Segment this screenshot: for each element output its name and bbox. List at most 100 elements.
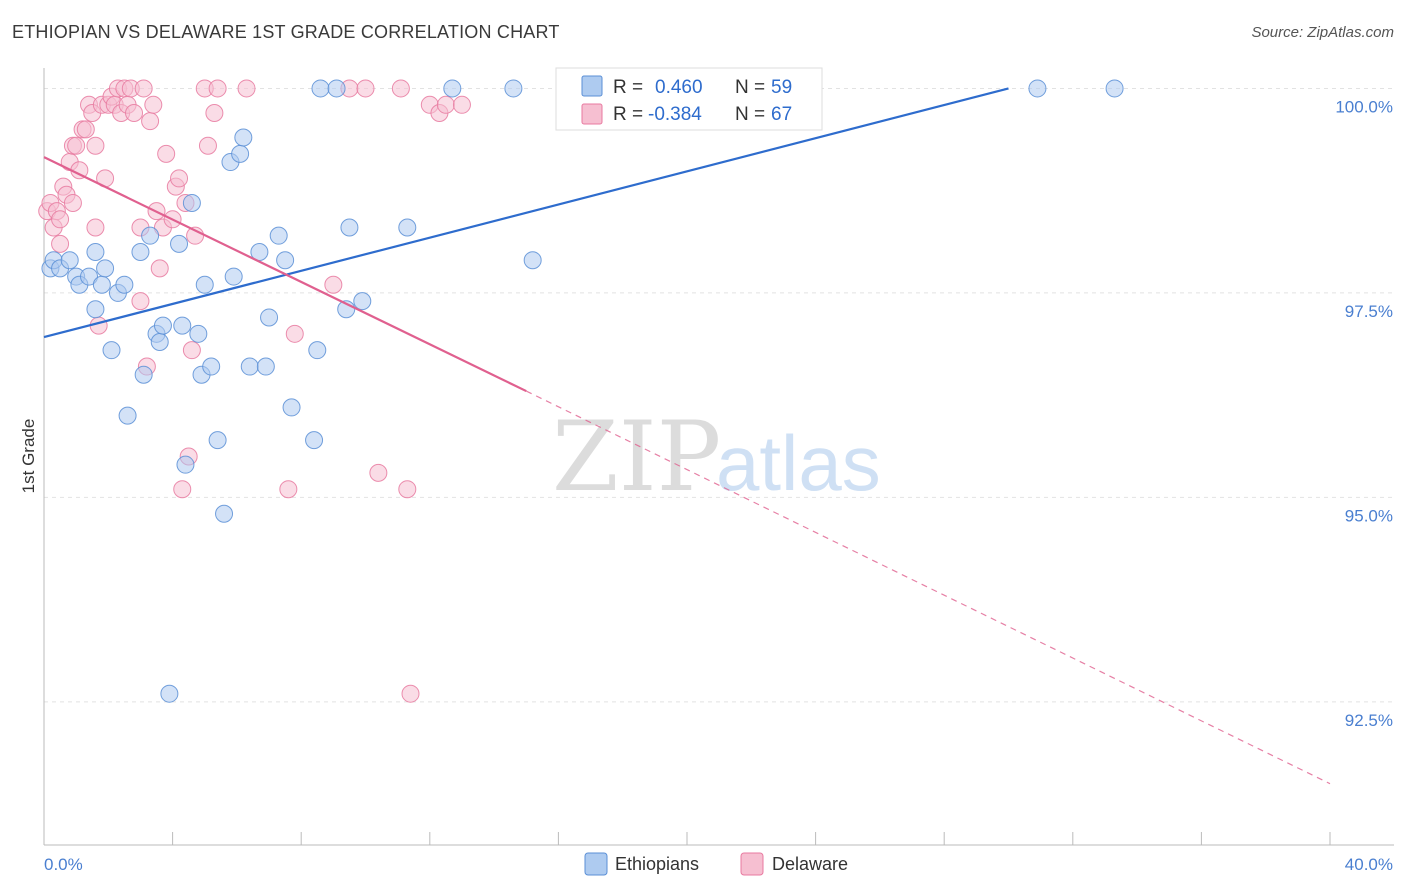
ethiopians-point: [189, 324, 208, 343]
y-tick-label: 92.5%: [1345, 711, 1393, 730]
ethiopians-point: [276, 251, 295, 270]
legend-swatch-pink: [581, 103, 603, 125]
ethiopians-point: [182, 193, 201, 212]
ethiopians-point: [195, 275, 214, 294]
legend-r-value: -0.384: [648, 104, 702, 125]
delaware-point: [182, 341, 201, 360]
ethiopians-point: [1028, 79, 1047, 98]
delaware-point: [436, 95, 455, 114]
legend-swatch-blue: [581, 75, 603, 97]
y-axis-label: 1st Grade: [19, 419, 38, 494]
series-legend-swatch-delaware: [740, 852, 764, 876]
delaware-point: [86, 218, 105, 237]
ethiopians-point: [153, 316, 172, 335]
series-legend-label-delaware: Delaware: [772, 854, 848, 874]
delaware-point: [401, 684, 420, 703]
ethiopians-point: [256, 357, 275, 376]
legend-r-value: 0.460: [655, 77, 703, 98]
watermark-zip: ZIP: [552, 401, 721, 513]
delaware-point: [208, 79, 227, 98]
series-legend-swatch-ethiopians: [584, 852, 608, 876]
delaware-point: [51, 234, 70, 253]
ethiopians-point: [308, 341, 327, 360]
y-tick-label: 100.0%: [1335, 97, 1393, 116]
ethiopians-point: [231, 144, 250, 163]
ethiopians-point: [340, 218, 359, 237]
delaware-point: [141, 112, 160, 131]
ethiopians-point: [1105, 79, 1124, 98]
delaware-point: [324, 275, 343, 294]
delaware-point: [398, 480, 417, 499]
legend-n-label: N =: [735, 104, 765, 125]
delaware-point: [63, 193, 82, 212]
ethiopians-point: [92, 275, 111, 294]
source-label: Source: ZipAtlas.com: [1251, 24, 1394, 41]
ethiopians-point: [176, 455, 195, 474]
x-tick-label-max: 40.0%: [1345, 855, 1393, 874]
ethiopians-points: [41, 79, 1124, 703]
delaware-trend-extension: [525, 390, 1331, 785]
series-legend: Ethiopians Delaware: [584, 852, 848, 876]
ethiopians-point: [208, 431, 227, 450]
ethiopians-point: [523, 251, 542, 270]
ethiopians-point: [305, 431, 324, 450]
series-legend-label-ethiopians: Ethiopians: [615, 854, 699, 874]
delaware-point: [67, 136, 86, 155]
ethiopians-trend-line: [43, 87, 1009, 339]
ethiopians-point: [173, 316, 192, 335]
gridlines: [44, 87, 1394, 703]
chart-title: ETHIOPIAN VS DELAWARE 1ST GRADE CORRELAT…: [12, 22, 560, 42]
delaware-point: [51, 210, 70, 229]
ethiopians-point: [282, 398, 301, 417]
ethiopians-point: [202, 357, 221, 376]
ethiopians-point: [260, 308, 279, 327]
ethiopians-point: [80, 267, 99, 286]
delaware-points: [38, 79, 471, 703]
ethiopians-point: [311, 79, 330, 98]
ethiopians-point: [443, 79, 462, 98]
delaware-point: [279, 480, 298, 499]
ethiopians-point: [141, 226, 160, 245]
ethiopians-point: [215, 504, 234, 523]
delaware-point: [170, 169, 189, 188]
legend-r-label: R =: [613, 104, 643, 125]
ethiopians-point: [60, 251, 79, 270]
ethiopians-point: [240, 357, 259, 376]
legend-n-label: N =: [735, 77, 765, 98]
ethiopians-point: [118, 406, 137, 425]
delaware-point: [391, 79, 410, 98]
watermark-atlas: atlas: [716, 419, 881, 507]
delaware-point: [134, 79, 153, 98]
ethiopians-point: [86, 300, 105, 319]
delaware-point: [125, 103, 144, 122]
ethiopians-point: [234, 128, 253, 147]
delaware-point: [369, 463, 388, 482]
legend-r-label: R =: [613, 77, 643, 98]
legend-n-value: 67: [771, 104, 792, 125]
delaware-point: [150, 259, 169, 278]
ethiopians-point: [504, 79, 523, 98]
ethiopians-point: [398, 218, 417, 237]
delaware-point: [285, 324, 304, 343]
ethiopians-point: [115, 275, 134, 294]
delaware-point: [452, 95, 471, 114]
delaware-trend-line: [43, 156, 527, 393]
delaware-point: [173, 480, 192, 499]
delaware-point: [157, 144, 176, 163]
stats-legend: R = 0.460 N = 59 R = -0.384 N = 67: [555, 67, 823, 131]
ethiopians-point: [224, 267, 243, 286]
delaware-point: [76, 120, 95, 139]
delaware-point: [198, 136, 217, 155]
trend-lines: [43, 87, 1331, 785]
y-tick-labels: 100.0% 97.5% 95.0% 92.5%: [1335, 97, 1393, 729]
x-axis-ticks: [43, 832, 1331, 845]
ethiopians-point: [269, 226, 288, 245]
delaware-point: [237, 79, 256, 98]
ethiopians-point: [96, 259, 115, 278]
ethiopians-point: [150, 332, 169, 351]
ethiopians-point: [160, 684, 179, 703]
ethiopians-point: [170, 234, 189, 253]
y-tick-label: 97.5%: [1345, 302, 1393, 321]
ethiopians-point: [131, 243, 150, 262]
